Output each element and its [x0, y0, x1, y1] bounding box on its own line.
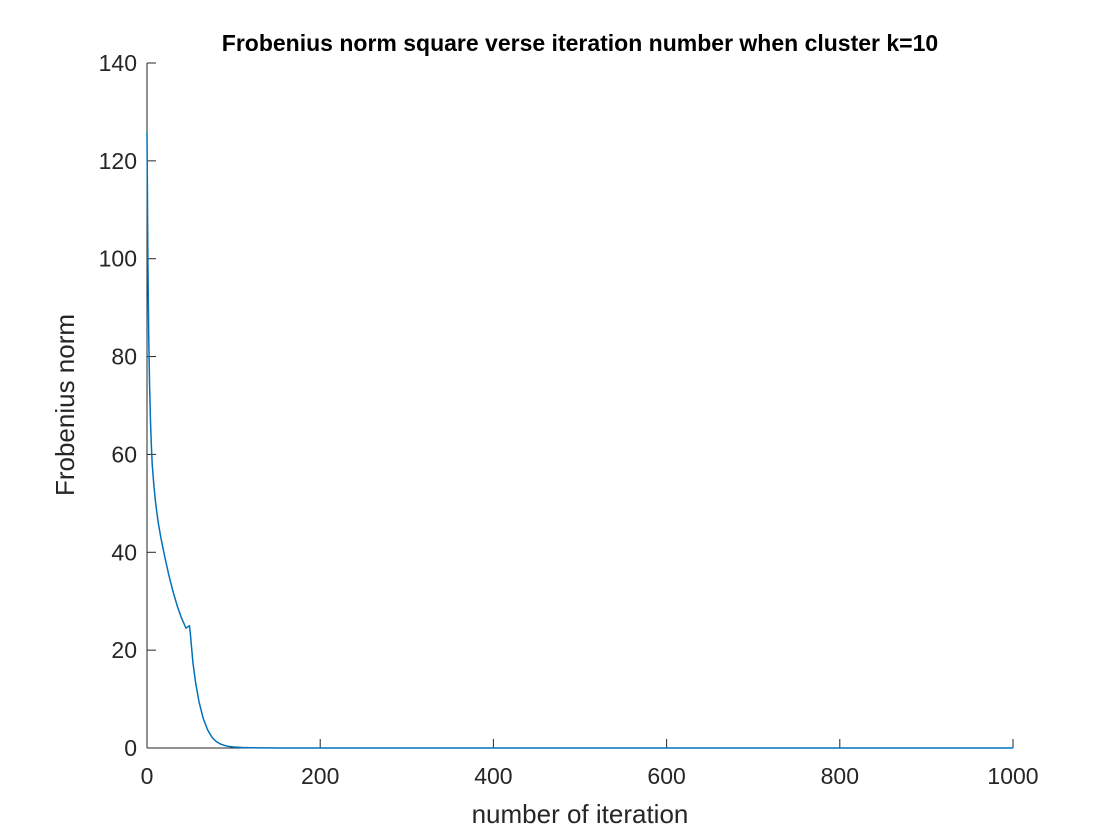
series-line	[146, 131, 1013, 749]
x-axis-label: number of iteration	[472, 799, 689, 829]
y-tick-label: 0	[124, 735, 137, 761]
x-tick-label: 400	[474, 763, 512, 789]
y-tick-label: 80	[111, 344, 137, 370]
x-axis-ticks: 0 200 400 600 800 1000	[141, 739, 1039, 789]
x-tick-label: 1000	[987, 763, 1038, 789]
y-axis-ticks: 0 20 40 60 80 100 120 140	[99, 50, 156, 761]
x-tick-label: 800	[821, 763, 859, 789]
y-axis-label: Frobenius norm	[50, 314, 80, 496]
series-layer	[146, 131, 1013, 749]
y-tick-label: 120	[99, 148, 137, 174]
y-tick-label: 100	[99, 246, 137, 272]
y-tick-label: 20	[111, 637, 137, 663]
y-tick-label: 60	[111, 441, 137, 467]
y-tick-label: 140	[99, 50, 137, 76]
y-tick-label: 40	[111, 539, 137, 565]
x-tick-label: 0	[141, 763, 154, 789]
x-tick-label: 200	[301, 763, 339, 789]
x-tick-label: 600	[647, 763, 685, 789]
chart-title: Frobenius norm square verse iteration nu…	[222, 30, 938, 56]
